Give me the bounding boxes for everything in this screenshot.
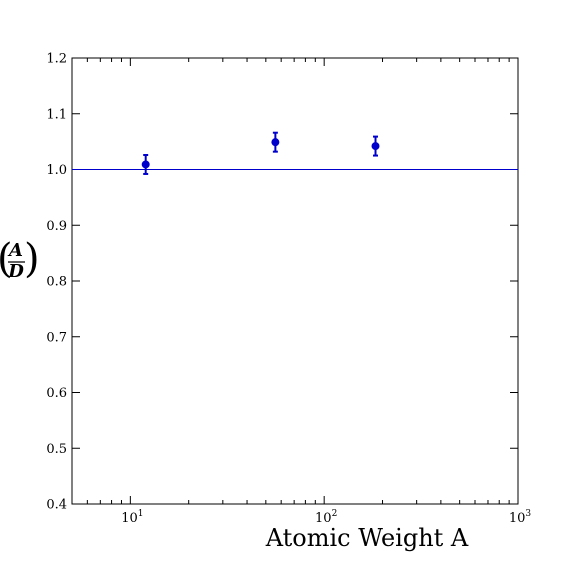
data-point-marker xyxy=(141,160,150,169)
y-tick-label: 0.5 xyxy=(46,442,67,457)
y-tick-label: 0.7 xyxy=(46,330,67,345)
y-tick-label: 0.4 xyxy=(46,498,67,513)
y-tick-label: 0.8 xyxy=(46,275,67,290)
x-axis-ticks: 101 102 103 xyxy=(121,58,531,526)
x-tick-label: 101 xyxy=(121,509,143,526)
data-point xyxy=(271,131,280,153)
data-point xyxy=(371,135,380,157)
y-tick-label: 1.2 xyxy=(46,52,67,67)
y-label-close-paren: ) xyxy=(24,236,40,282)
y-axis-label: ( A D ) xyxy=(0,236,40,282)
x-tick-label: 103 xyxy=(509,509,532,526)
y-axis-ticks: 0.4 0.5 0.6 0.7 0.8 0.9 1.0 1.1 1.2 xyxy=(46,52,518,513)
x-minor-ticks xyxy=(86,58,510,504)
x-tick-label: 102 xyxy=(315,509,337,526)
y-tick-label: 0.9 xyxy=(46,219,67,234)
x-axis-label: Atomic Weight A xyxy=(265,524,469,552)
plot-area xyxy=(71,57,519,505)
y-tick-label: 1.0 xyxy=(46,163,67,178)
data-point-marker xyxy=(271,138,280,147)
data-points xyxy=(141,131,380,175)
data-point-marker xyxy=(371,142,380,151)
y-label-denominator: D xyxy=(7,261,24,282)
y-label-open-paren: ( xyxy=(0,236,13,282)
y-tick-label: 0.6 xyxy=(46,386,67,401)
y-label-numerator: A xyxy=(7,240,23,261)
data-point xyxy=(141,154,150,175)
y-tick-label: 1.1 xyxy=(46,107,67,122)
